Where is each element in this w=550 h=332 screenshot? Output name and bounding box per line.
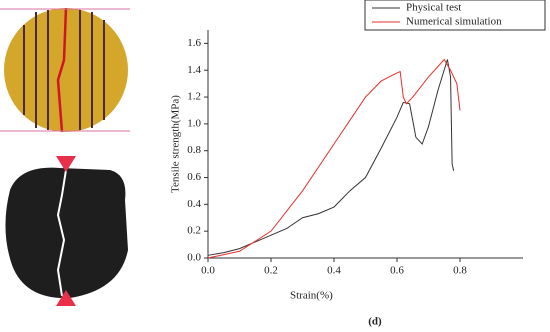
y-tick-label: 0.0 <box>187 252 201 264</box>
load-arrow <box>56 290 76 306</box>
specimen-images <box>0 7 130 306</box>
load-arrow <box>56 156 76 172</box>
x-axis-label: Strain(%) <box>290 290 333 302</box>
y-tick-label: 0.2 <box>187 225 201 237</box>
caption: (d) <box>368 316 382 328</box>
series-line <box>207 59 455 256</box>
crack-stripes <box>23 10 105 130</box>
legend-label: Physical test <box>406 2 461 14</box>
x-tick-label: 0.0 <box>201 265 215 277</box>
series-line <box>207 58 461 259</box>
legend-box <box>364 0 546 31</box>
y-tick-label: 1.6 <box>187 37 201 49</box>
x-tick-label: 0.6 <box>390 265 404 277</box>
crack-line <box>56 169 67 297</box>
y-axis-label: Tensile strength(MPa) <box>170 95 182 193</box>
y-tick-label: 0.8 <box>187 144 201 156</box>
y-tick-label: 1.4 <box>187 64 201 76</box>
x-tick-label: 0.8 <box>453 265 467 277</box>
crack-line <box>56 7 68 133</box>
x-tick-label: 0.4 <box>327 265 341 277</box>
y-tick-label: 0.6 <box>187 171 201 183</box>
y-tick-label: 1.2 <box>187 91 201 103</box>
legend-label: Numerical simulation <box>406 16 502 28</box>
x-tick-label: 0.2 <box>264 265 278 277</box>
y-tick-label: 0.4 <box>187 198 201 210</box>
y-tick-label: 1.0 <box>187 117 201 129</box>
specimen <box>5 167 129 299</box>
